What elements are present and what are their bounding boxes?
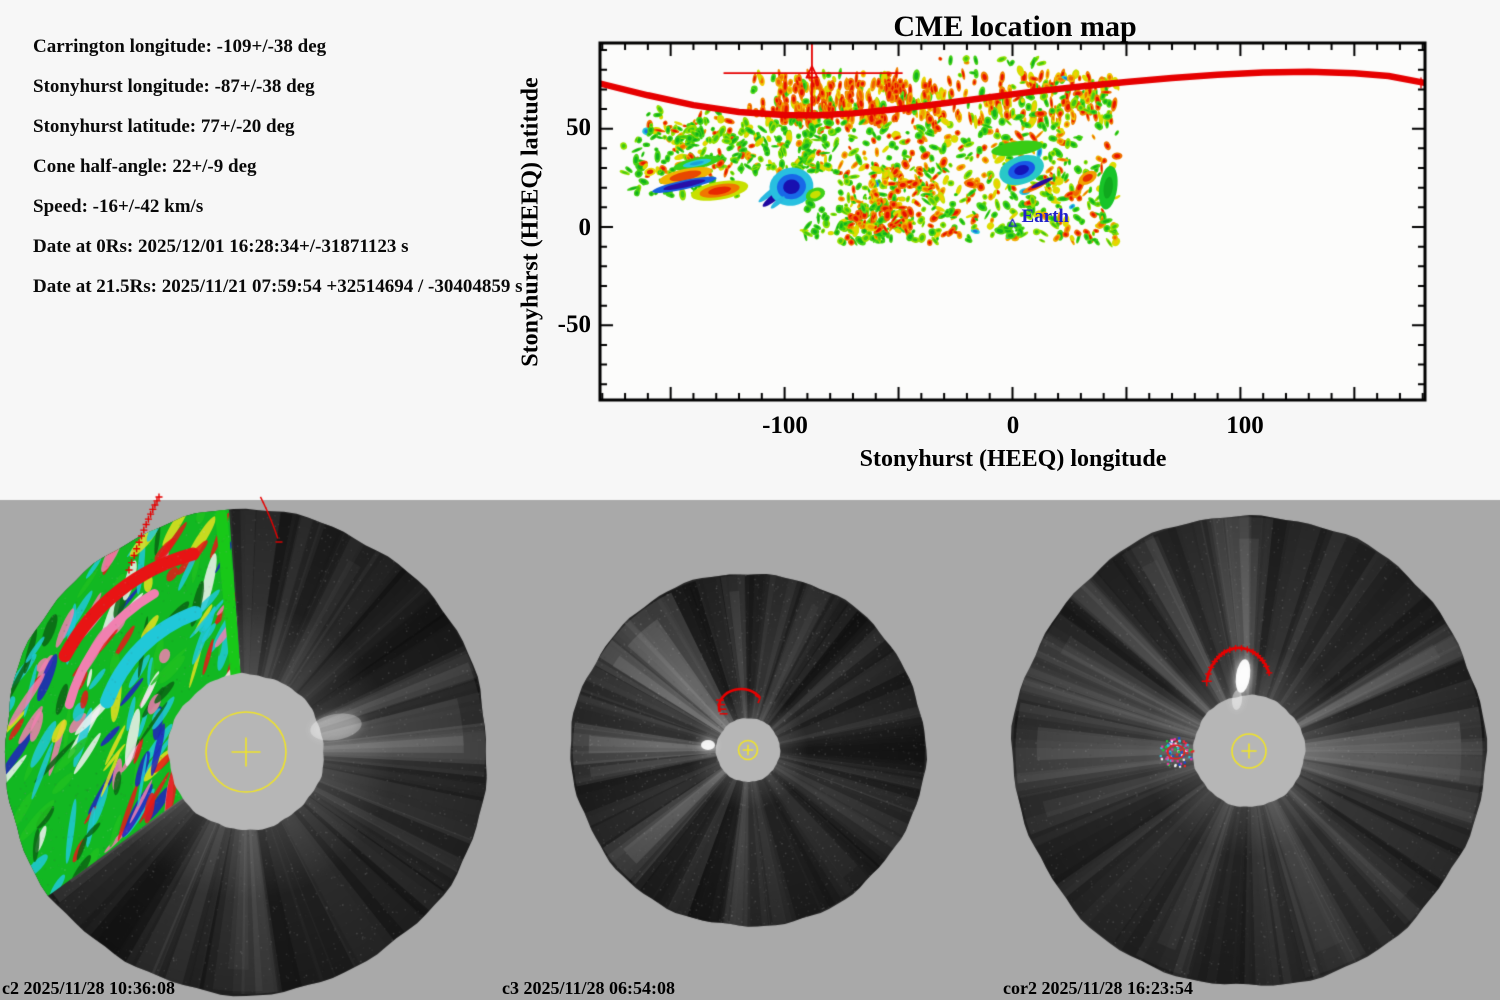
earth-label: Earth xyxy=(1021,206,1070,228)
param-carrington-longitude: Carrington longitude: -109+/-38 deg xyxy=(33,36,327,57)
y-tick-label-neg50: -50 xyxy=(557,311,591,338)
param-date-21-5rs: Date at 21.5Rs: 2025/11/21 07:59:54 +325… xyxy=(33,276,523,297)
caption-cor2: cor2 2025/11/28 16:23:54 xyxy=(1003,978,1193,998)
caption-c3: c3 2025/11/28 06:54:08 xyxy=(502,978,675,998)
param-cone-half-angle: Cone half-angle: 22+/-9 deg xyxy=(33,156,257,177)
chart-title: CME location map xyxy=(893,10,1137,43)
x-tick-label-100: 100 xyxy=(1226,412,1264,439)
y-tick-label-0: 0 xyxy=(578,214,592,241)
caption-c2: c2 2025/11/28 10:36:08 xyxy=(2,978,175,998)
param-stonyhurst-latitude: Stonyhurst latitude: 77+/-20 deg xyxy=(33,116,295,137)
param-date-0rs: Date at 0Rs: 2025/12/01 16:28:34+/-31871… xyxy=(33,236,409,257)
param-speed: Speed: -16+/-42 km/s xyxy=(33,196,204,217)
param-stonyhurst-longitude: Stonyhurst longitude: -87+/-38 deg xyxy=(33,76,315,97)
x-axis-label: Stonyhurst (HEEQ) longitude xyxy=(859,446,1167,472)
y-tick-label-50: 50 xyxy=(566,114,591,141)
x-tick-label-0: 0 xyxy=(1006,412,1020,439)
x-tick-label-neg100: -100 xyxy=(762,412,808,439)
